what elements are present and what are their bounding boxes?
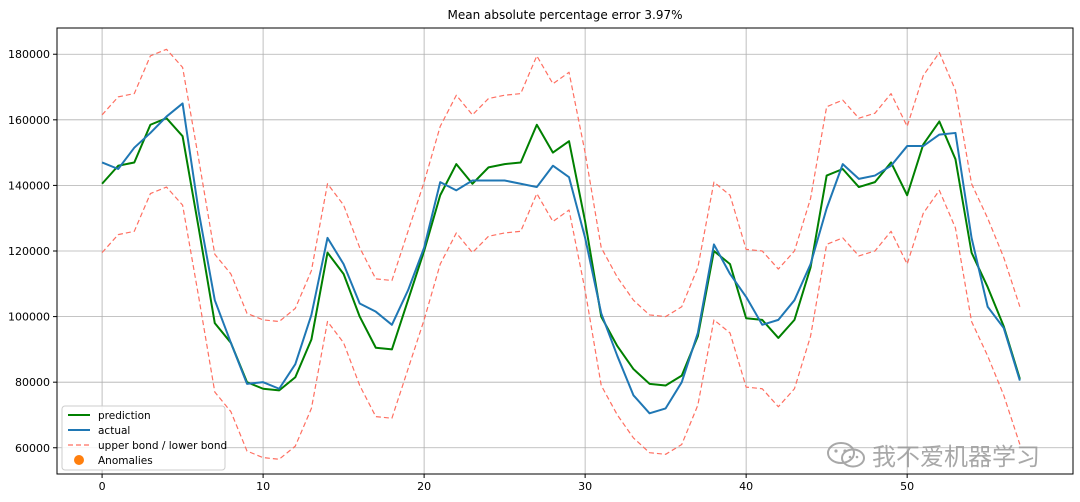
- legend-label: actual: [98, 425, 130, 437]
- y-tick-label: 100000: [8, 311, 50, 324]
- prediction-line: [101, 117, 1021, 392]
- x-tick-label: 40: [739, 480, 753, 493]
- lower-bond-line: [101, 186, 1021, 460]
- y-tick-label: 140000: [8, 179, 50, 192]
- wechat-icon: [827, 441, 865, 467]
- x-tick-label: 30: [578, 480, 592, 493]
- legend-box: [61, 405, 226, 471]
- x-tick-label: 10: [256, 480, 270, 493]
- chart-title: Mean absolute percentage error 3.97%: [447, 8, 682, 22]
- watermark: 我不爱机器学习: [826, 437, 1040, 472]
- x-tick-label: 0: [99, 480, 106, 493]
- legend-label: upper bond / lower bond: [98, 440, 227, 452]
- y-tick-label: 180000: [8, 48, 50, 61]
- watermark-text: 我不爱机器学习: [872, 443, 1040, 471]
- legend: prediction actual upper bond / lower bond A…: [61, 405, 227, 471]
- series-layer: [101, 48, 1021, 460]
- y-tick-label: 60000: [15, 442, 50, 455]
- actual-line: [101, 102, 1021, 415]
- y-tick-label: 120000: [8, 245, 50, 258]
- legend-label: Anomalies: [98, 455, 153, 467]
- y-tick-label: 160000: [8, 114, 50, 127]
- x-tick-label: 50: [900, 480, 914, 493]
- legend-handle: [74, 455, 84, 465]
- ticks: 0 10 20 30 40 50 60000 80000 100000 120000 140000 1…: [8, 48, 914, 493]
- upper-bond-line: [101, 48, 1021, 323]
- legend-label: prediction: [98, 410, 151, 422]
- grid: [57, 28, 1073, 474]
- x-tick-label: 20: [417, 480, 431, 493]
- y-tick-label: 80000: [15, 376, 50, 389]
